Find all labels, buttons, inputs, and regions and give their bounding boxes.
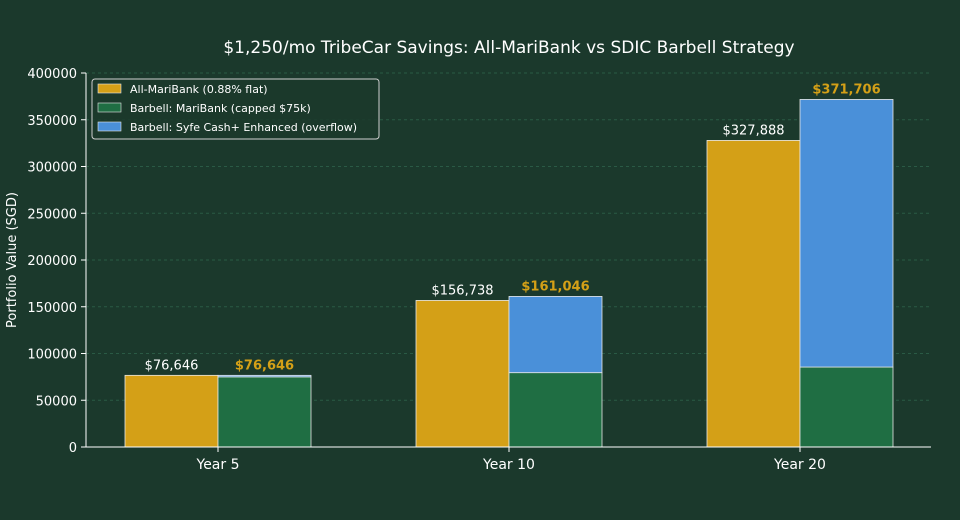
data-label-barbell-total: $161,046 xyxy=(521,279,589,294)
legend-label: All-MariBank (0.88% flat) xyxy=(130,83,268,96)
legend-box xyxy=(91,78,380,140)
y-tick-label: 300000 xyxy=(27,161,77,176)
legend-label: Barbell: Syfe Cash+ Enhanced (overflow) xyxy=(130,121,357,134)
data-label-barbell-total: $371,706 xyxy=(812,82,880,97)
legend-swatch xyxy=(97,121,122,132)
y-tick-label: 50000 xyxy=(36,394,77,409)
bar-barbell-syfe xyxy=(217,374,312,378)
legend: All-MariBank (0.88% flat) Barbell: MariBa… xyxy=(91,78,380,140)
y-tick-label: 400000 xyxy=(27,67,77,82)
x-tick-label: Year 10 xyxy=(482,457,535,473)
legend-swatch xyxy=(97,83,122,94)
bar-barbell-maribank xyxy=(217,376,312,448)
y-tick-label: 0 xyxy=(69,441,77,456)
data-label-all-maribank: $76,646 xyxy=(145,358,199,373)
x-tick-label: Year 5 xyxy=(196,457,240,473)
y-tick-label: 250000 xyxy=(27,207,77,222)
bar-barbell-syfe xyxy=(508,296,603,374)
x-tick-label: Year 20 xyxy=(773,457,826,473)
data-label-barbell-total: $76,646 xyxy=(235,358,294,373)
chart-title: $1,250/mo TribeCar Savings: All-MariBank… xyxy=(223,38,794,58)
bars xyxy=(124,99,894,448)
bar-all-maribank xyxy=(706,140,801,448)
bar-all-maribank xyxy=(124,374,219,448)
bar-barbell-syfe xyxy=(799,99,894,368)
y-axis-label: Portfolio Value (SGD) xyxy=(5,192,20,328)
data-label-all-maribank: $327,888 xyxy=(722,123,784,138)
legend-swatch xyxy=(97,102,122,113)
y-tick-label: 200000 xyxy=(27,254,77,269)
legend-label: Barbell: MariBank (capped $75k) xyxy=(130,102,311,115)
bar-barbell-maribank xyxy=(799,366,894,448)
y-tick-label: 150000 xyxy=(27,301,77,316)
data-label-all-maribank: $156,738 xyxy=(431,283,493,298)
y-tick-label: 350000 xyxy=(27,114,77,129)
bar-barbell-maribank xyxy=(508,372,603,448)
bar-all-maribank xyxy=(415,300,510,448)
y-tick-label: 100000 xyxy=(27,348,77,363)
data-labels: $76,646 $76,646 $156,738 $161,046 $327,888 $3… xyxy=(145,82,881,373)
axes: 0 50000 100000 150000 200000 250000 300000 3500… xyxy=(27,67,931,473)
